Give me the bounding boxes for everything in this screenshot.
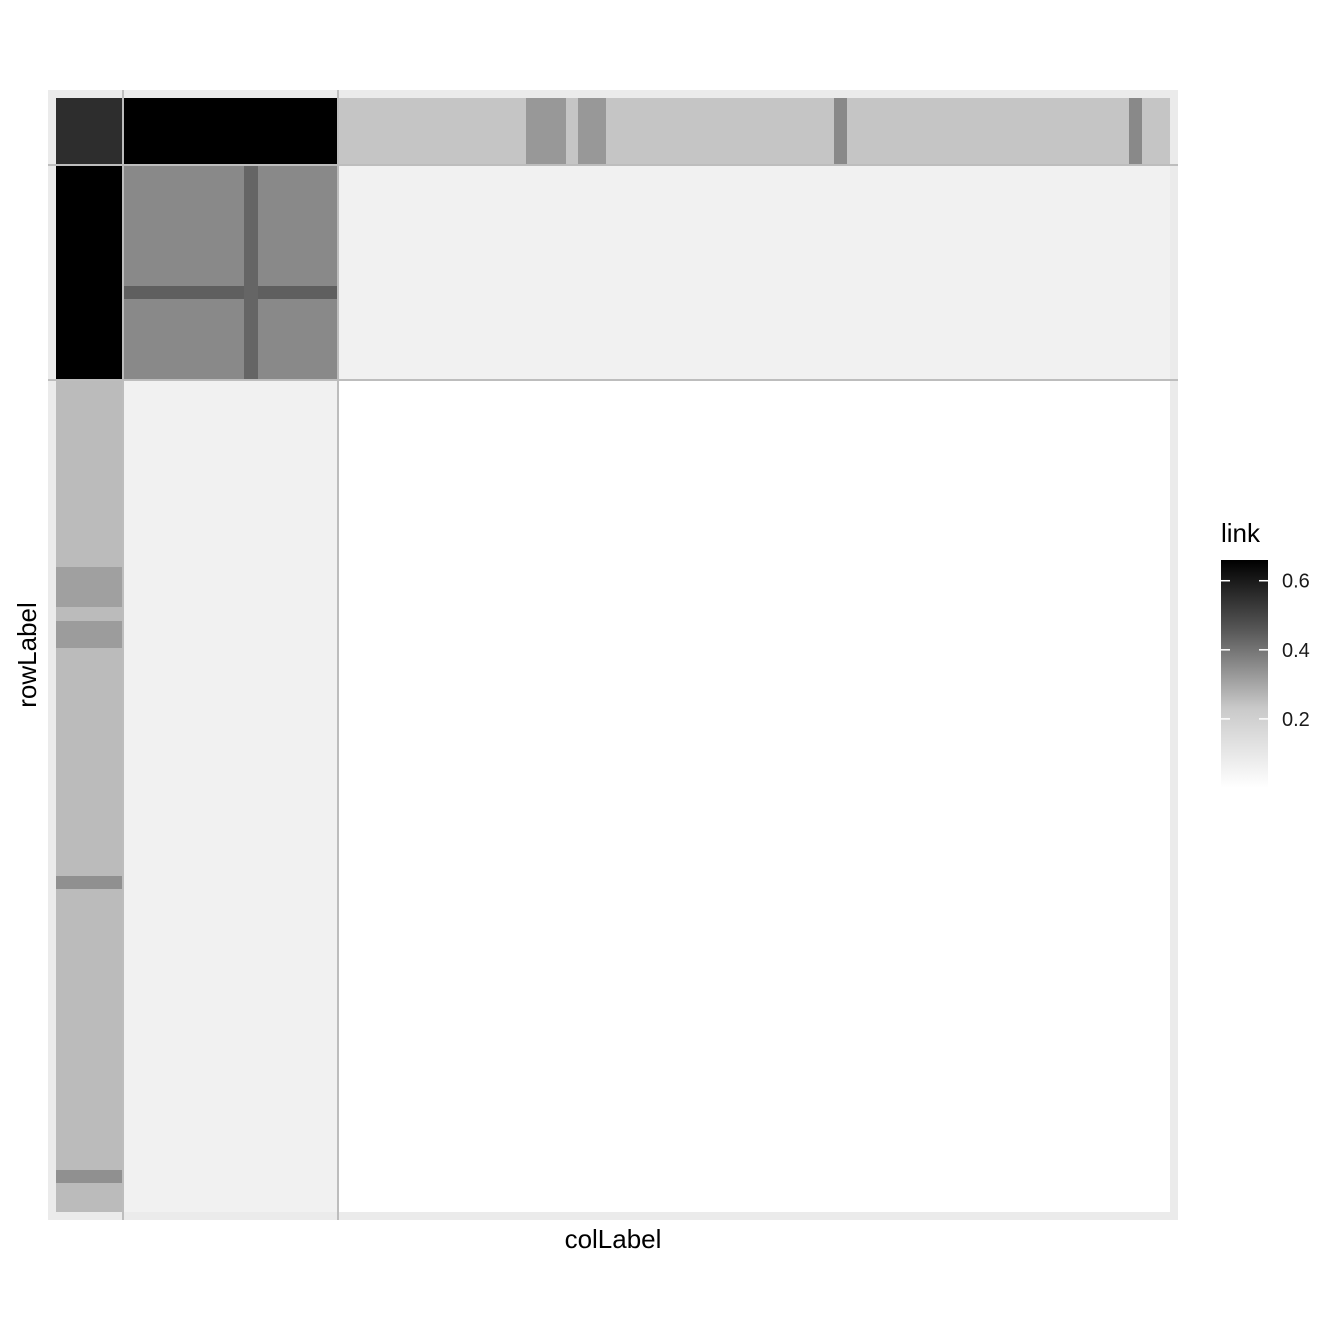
legend: link 0.2 0.4 0.6 (1221, 518, 1310, 788)
heatmap-cell-mid-col-stripe (244, 165, 258, 380)
heatmap-cell-block-1-0 (56, 165, 123, 380)
heatmap-cells (56, 98, 1170, 1212)
heatmap-cell-row-stripe-1 (56, 621, 123, 648)
heatmap-cell-block-2-2 (338, 380, 1170, 1212)
heatmap-cell-block-2-1 (123, 380, 338, 1212)
heatmap-cell-block-0-1 (123, 98, 338, 165)
heatmap-cell-block-1-2 (338, 165, 1170, 380)
heatmap-cell-column-stripe-1 (578, 98, 606, 165)
legend-tick-label: 0.6 (1282, 571, 1310, 593)
heatmap-cell-mid-row-stripe (123, 286, 338, 299)
heatmap-cell-column-stripe-2 (834, 98, 847, 165)
heatmap-cell-block-1-1 (123, 165, 338, 380)
legend-colorbar (1221, 560, 1268, 788)
heatmap-cell-column-stripe-0 (526, 98, 566, 165)
heatmap-cell-row-stripe-2 (56, 876, 123, 889)
heatmap-cell-row-stripe-0 (56, 567, 123, 607)
legend-tick-label: 0.4 (1282, 640, 1310, 662)
heatmap-cell-block-0-2 (338, 98, 1170, 165)
x-axis-title: colLabel (565, 1224, 662, 1254)
heatmap-cell-column-stripe-3 (1129, 98, 1142, 165)
heatmap-cell-block-2-0 (56, 380, 123, 1212)
heatmap-cell-row-stripe-3 (56, 1170, 123, 1183)
legend-ticks: 0.2 0.4 0.6 (1221, 571, 1310, 731)
block-gridlines (48, 90, 1178, 1220)
legend-title: link (1221, 518, 1261, 548)
legend-tick-label: 0.2 (1282, 709, 1310, 731)
heatmap-cell-block-0-0 (56, 98, 123, 165)
y-axis-title: rowLabel (12, 602, 42, 708)
